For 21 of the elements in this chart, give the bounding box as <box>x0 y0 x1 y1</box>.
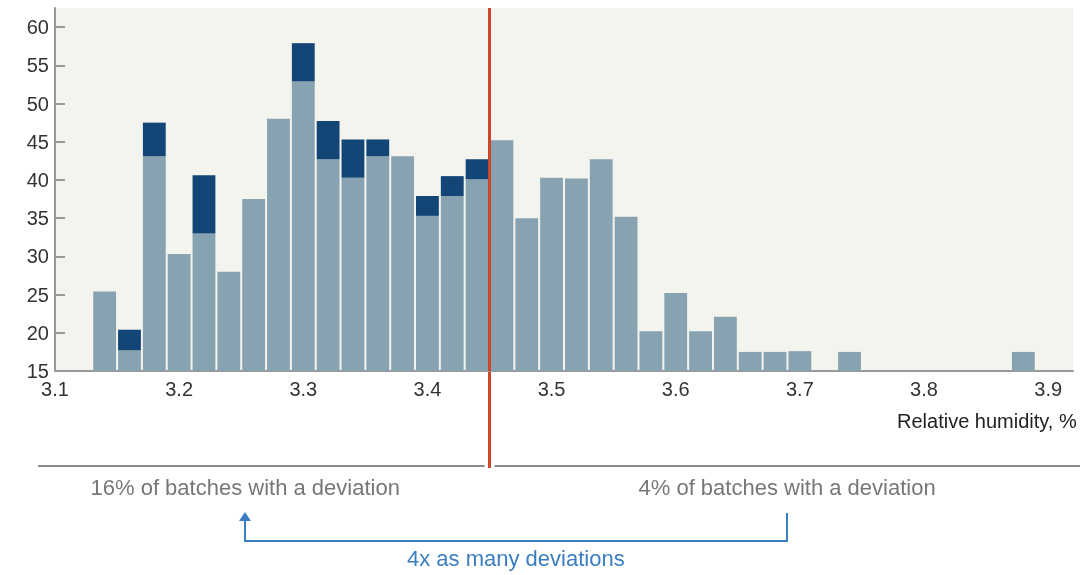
x-tick-label: 3.2 <box>165 378 194 400</box>
text: 4% of batches with a deviation <box>638 475 936 501</box>
x-tick-label: 3.8 <box>910 378 938 400</box>
x-axis-title: Relative humidity, % <box>897 410 1077 433</box>
x-tick-label: 3.5 <box>537 378 566 400</box>
text: 16% of batches with a deviation <box>90 475 400 501</box>
y-tick-label: 40 <box>26 168 49 191</box>
x-tick-label: 3.6 <box>661 378 690 400</box>
x-tick-label: 3.9 <box>1034 378 1063 400</box>
y-tick-label: 45 <box>26 130 49 153</box>
y-tick-label: 20 <box>26 321 49 344</box>
y-tick-label: 35 <box>26 207 49 230</box>
y-tick-label: 55 <box>26 54 49 77</box>
x-tick-label: 3.3 <box>289 378 318 400</box>
x-tick-label: 3.7 <box>785 378 814 400</box>
y-tick-label: 50 <box>26 92 49 115</box>
text: 4x as many deviations <box>407 546 625 572</box>
y-tick-label: 30 <box>26 245 49 268</box>
y-tick-label: 60 <box>26 16 49 39</box>
x-tick-label: 3.4 <box>413 378 442 400</box>
y-tick-label: 25 <box>26 283 49 306</box>
